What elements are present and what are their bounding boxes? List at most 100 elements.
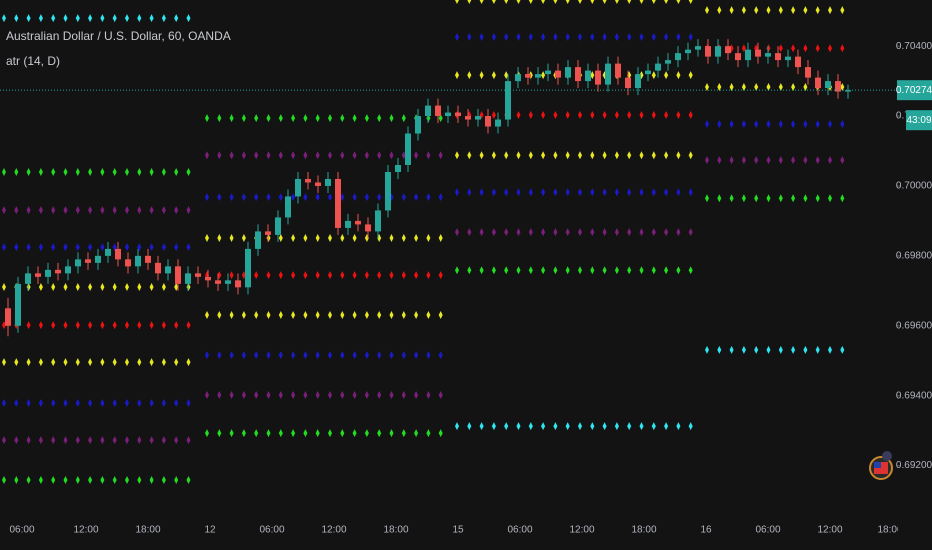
level-marker [205, 193, 209, 202]
level-marker [426, 429, 431, 438]
level-marker [38, 399, 43, 408]
candle-body [225, 280, 231, 284]
flag-badge[interactable] [869, 451, 893, 480]
level-marker [639, 111, 644, 120]
level-marker [186, 399, 191, 408]
level-marker [38, 358, 43, 367]
level-marker [627, 228, 632, 237]
level-marker [161, 14, 166, 23]
level-marker [614, 111, 619, 120]
level-marker [516, 33, 521, 42]
level-marker [528, 33, 533, 42]
level-marker [815, 156, 820, 165]
levels [2, 0, 845, 484]
level-marker [38, 475, 43, 484]
last-price-label: 0.70274 [896, 85, 932, 96]
level-marker [112, 358, 117, 367]
level-marker [467, 151, 472, 160]
level-marker [51, 243, 56, 252]
level-marker [491, 228, 496, 237]
level-marker [741, 6, 746, 15]
level-marker [278, 429, 283, 438]
level-marker [229, 429, 234, 438]
level-marker [51, 399, 56, 408]
level-marker [778, 83, 783, 92]
level-marker [125, 399, 129, 408]
level-marker [315, 151, 320, 160]
level-marker [602, 111, 607, 120]
candle-body [615, 63, 621, 78]
level-marker [528, 422, 533, 431]
badge-flag-canton[interactable] [874, 462, 881, 468]
candle-body [315, 182, 321, 186]
level-marker [578, 422, 582, 431]
level-marker [754, 345, 759, 354]
level-marker [414, 234, 419, 243]
level-marker [51, 358, 56, 367]
candle-body [585, 70, 591, 82]
level-marker [639, 266, 644, 275]
level-marker [791, 120, 796, 129]
level-marker [565, 266, 570, 275]
level-marker [717, 156, 722, 165]
level-marker [315, 114, 320, 123]
level-marker [516, 151, 521, 160]
x-tick-label: 12:00 [73, 525, 98, 536]
level-marker [840, 194, 845, 203]
level-marker [676, 33, 681, 42]
candle-body [555, 70, 561, 78]
level-marker [278, 114, 283, 123]
level-marker [803, 194, 808, 203]
candle-body [345, 220, 351, 228]
level-marker [491, 33, 496, 42]
level-marker [315, 271, 320, 280]
level-marker [291, 193, 296, 202]
level-marker [112, 206, 117, 215]
level-marker [364, 114, 369, 123]
level-marker [364, 390, 369, 399]
level-marker [741, 44, 746, 53]
level-marker [377, 271, 382, 280]
level-marker [229, 310, 234, 319]
level-marker [590, 228, 595, 237]
level-marker [528, 0, 533, 4]
level-marker [717, 345, 722, 354]
countdown-tag [906, 110, 932, 131]
level-marker [778, 156, 783, 165]
level-marker [254, 151, 259, 160]
level-marker [664, 33, 669, 42]
level-marker [75, 282, 80, 291]
level-marker [664, 111, 669, 120]
candle-body [545, 70, 551, 75]
level-marker [38, 321, 43, 330]
level-marker [38, 206, 43, 215]
level-marker [676, 151, 681, 160]
level-marker [705, 194, 709, 203]
candle-body [425, 105, 431, 117]
level-marker [688, 151, 693, 160]
level-marker [840, 345, 845, 354]
level-marker [590, 33, 595, 42]
level-marker [803, 120, 808, 129]
badge-dot[interactable] [882, 451, 892, 461]
level-marker [602, 228, 607, 237]
y-tick-label: 0.70400 [896, 41, 932, 52]
level-marker [828, 194, 832, 203]
level-marker [602, 33, 607, 42]
candle-body [695, 46, 701, 50]
level-marker [137, 282, 142, 291]
level-marker [467, 228, 472, 237]
countdown-label: 43:09 [906, 115, 931, 126]
level-marker [389, 114, 394, 123]
x-tick-label: 16 [700, 525, 712, 536]
candle-body [125, 259, 131, 267]
level-marker [51, 321, 56, 330]
level-marker [541, 0, 546, 4]
level-marker [553, 228, 558, 237]
level-marker [455, 422, 459, 431]
level-marker [590, 71, 595, 80]
candle-body [375, 210, 381, 232]
level-marker [63, 206, 68, 215]
level-marker [553, 33, 558, 42]
